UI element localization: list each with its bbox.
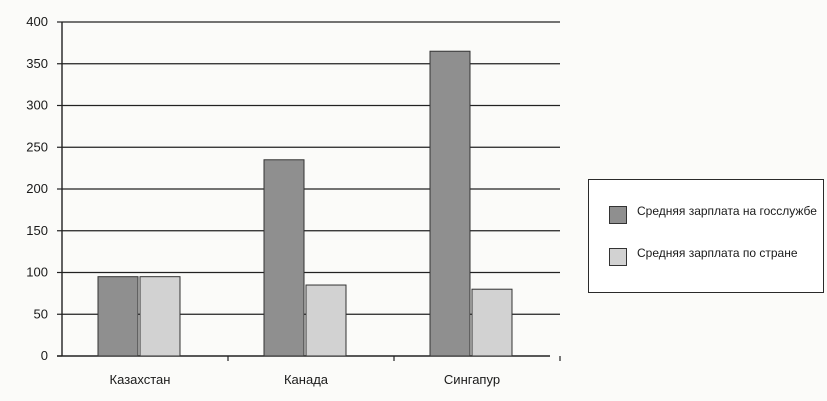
y-tick-label-400: 400: [26, 14, 48, 29]
legend-item-public-salary: Средняя зарплата на госслужбе: [609, 204, 817, 224]
x-category-label-1: Канада: [284, 372, 329, 387]
labels: 0 50 100 150 200 250 300 350 400 Казахстан Канада С…: [26, 14, 500, 387]
bar-public-0: [97, 276, 139, 357]
x-category-label-0: Казахстан: [110, 372, 171, 387]
bar-public-1: [263, 159, 305, 357]
y-tick-label-300: 300: [26, 98, 48, 113]
legend-label-public-salary: Средняя зарплата на госслужбе: [637, 204, 817, 218]
legend-swatch-public-salary: [609, 206, 627, 224]
y-tick-label-100: 100: [26, 265, 48, 280]
y-tick-label-200: 200: [26, 181, 48, 196]
legend-label-country-salary: Средняя зарплата по стране: [637, 246, 798, 260]
y-tick-label-150: 150: [26, 223, 48, 238]
y-tick-label-50: 50: [34, 306, 48, 321]
chart-legend: Средняя зарплата на госслужбе Средняя за…: [588, 179, 824, 293]
bars: [97, 50, 513, 357]
bar-country-0: [139, 276, 181, 357]
legend-item-country-salary: Средняя зарплата по стране: [609, 246, 817, 266]
y-tick-label-0: 0: [41, 348, 48, 363]
bar-country-2: [471, 288, 513, 357]
bar-country-1: [305, 284, 347, 357]
y-tick-label-350: 350: [26, 56, 48, 71]
x-category-label-2: Сингапур: [444, 372, 500, 387]
legend-swatch-country-salary: [609, 248, 627, 266]
y-tick-label-250: 250: [26, 139, 48, 154]
grid-lines: [62, 21, 560, 315]
bar-public-2: [429, 50, 471, 357]
